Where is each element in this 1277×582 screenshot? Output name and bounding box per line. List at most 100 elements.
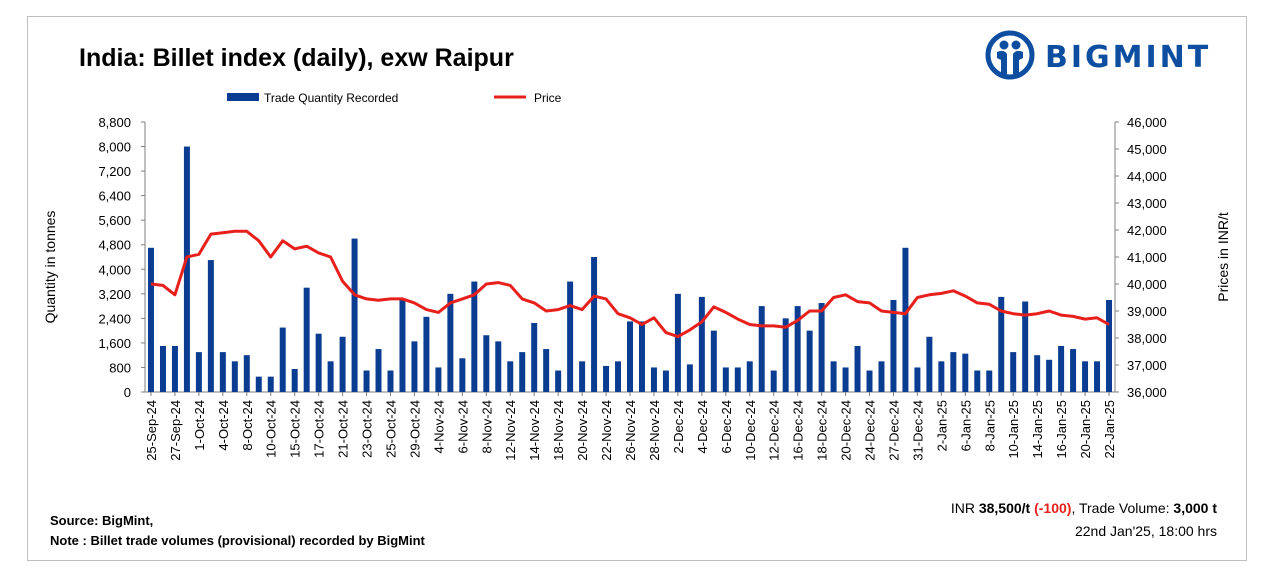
x-tick-label: 6-Nov-24	[455, 400, 470, 453]
bar	[1094, 361, 1101, 392]
logo-people-icon	[985, 30, 1035, 80]
bar	[698, 296, 705, 392]
summary-currency: INR	[950, 500, 975, 516]
bar	[507, 361, 514, 392]
bar	[782, 318, 789, 392]
x-tick-label: 22-Nov-24	[599, 400, 614, 461]
bar	[1070, 349, 1077, 392]
bar	[638, 321, 645, 392]
y2-tick-label: 44,000	[1127, 169, 1167, 184]
bar	[926, 336, 933, 392]
summary-price: 38,500/t	[978, 500, 1031, 516]
logo-wordmark: BIGMINT	[1045, 40, 1212, 75]
x-tick-label: 8-Oct-24	[240, 400, 255, 451]
bar	[483, 335, 490, 392]
bar	[207, 260, 214, 392]
x-tick-label: 12-Dec-24	[767, 400, 782, 461]
bar	[866, 370, 873, 392]
bar	[255, 376, 262, 392]
x-tick-label: 28-Nov-24	[647, 400, 662, 461]
y-tick-label: 1,600	[98, 336, 131, 351]
x-tick-label: 20-Jan-25	[1078, 400, 1093, 459]
x-tick-label: 16-Jan-25	[1054, 400, 1069, 459]
y2-tick-label: 43,000	[1127, 196, 1167, 211]
bar	[159, 345, 166, 392]
bar	[519, 352, 526, 392]
x-tick-label: 17-Oct-24	[312, 400, 327, 458]
bar	[686, 364, 693, 392]
bar	[495, 341, 502, 392]
bar	[1022, 301, 1029, 392]
y2-tick-label: 41,000	[1127, 250, 1167, 265]
bar	[447, 293, 454, 392]
x-tick-label: 4-Oct-24	[216, 400, 231, 451]
bar	[375, 349, 382, 392]
bar	[435, 367, 442, 392]
x-tick-label: 31-Dec-24	[910, 400, 925, 461]
y-tick-label: 0	[124, 385, 131, 400]
x-tick-label: 18-Nov-24	[551, 400, 566, 461]
bar	[183, 146, 190, 392]
bar	[818, 303, 825, 392]
y-tick-label: 800	[109, 360, 131, 375]
bar	[662, 370, 669, 392]
x-tick-label: 21-Oct-24	[336, 400, 351, 458]
x-tick-label: 6-Jan-25	[958, 400, 973, 451]
y2-axis-title: Prices in INR/t	[1215, 212, 1231, 302]
bar	[387, 370, 394, 392]
bigmint-logo: BIGMINT	[985, 30, 1235, 80]
bar	[1034, 355, 1041, 392]
x-tick-label: 27-Sep-24	[168, 400, 183, 461]
bar	[615, 361, 622, 392]
bar	[147, 247, 154, 392]
bar	[950, 352, 957, 392]
bar	[998, 296, 1005, 392]
y2-tick-label: 39,000	[1127, 304, 1167, 319]
bar	[603, 365, 610, 392]
price-line	[150, 229, 1110, 339]
bar	[459, 358, 466, 392]
x-tick-label: 6-Dec-24	[719, 400, 734, 453]
x-tick-label: 10-Dec-24	[743, 400, 758, 461]
y2-tick-label: 38,000	[1127, 331, 1167, 346]
bar	[878, 361, 885, 392]
x-tick-label: 24-Dec-24	[863, 400, 878, 461]
bar	[219, 352, 226, 392]
summary-change: (-100)	[1034, 500, 1072, 516]
x-tick-label: 12-Nov-24	[503, 400, 518, 461]
y-tick-label: 4,800	[98, 238, 131, 253]
x-tick-label: 8-Jan-25	[982, 400, 997, 451]
bar	[962, 353, 969, 392]
bar	[339, 336, 346, 392]
bar	[315, 333, 322, 392]
bar	[650, 367, 657, 392]
bar	[267, 376, 274, 392]
y2-tick-label: 42,000	[1127, 223, 1167, 238]
x-tick-label: 15-Oct-24	[288, 400, 303, 458]
x-tick-label: 14-Nov-24	[527, 400, 542, 461]
bar	[471, 281, 478, 392]
bar	[291, 368, 298, 392]
bar	[854, 345, 861, 392]
legend-line-label: Price	[534, 91, 562, 105]
source-text: Source: BigMint,	[50, 513, 154, 528]
bar	[351, 238, 358, 392]
summary-volume-label: Trade Volume:	[1078, 500, 1170, 516]
x-tick-label: 4-Dec-24	[695, 400, 710, 453]
bar	[770, 370, 777, 392]
y2-tick-label: 45,000	[1127, 142, 1167, 157]
bar	[231, 361, 238, 392]
legend-bar-swatch	[227, 93, 259, 101]
y2-tick-label: 40,000	[1127, 277, 1167, 292]
y-axis-title: Quantity in tonnes	[42, 211, 58, 324]
x-tick-label: 23-Oct-24	[360, 400, 375, 458]
x-tick-label: 25-Oct-24	[383, 400, 398, 458]
bar	[303, 287, 310, 392]
bar	[938, 361, 945, 392]
x-tick-label: 10-Oct-24	[264, 400, 279, 458]
x-tick-label: 20-Nov-24	[575, 400, 590, 461]
bar	[674, 293, 681, 392]
x-tick-label: 1-Oct-24	[192, 400, 207, 451]
summary-date: 22nd Jan'25, 18:00 hrs	[1074, 523, 1217, 539]
x-tick-label: 2-Dec-24	[671, 400, 686, 453]
